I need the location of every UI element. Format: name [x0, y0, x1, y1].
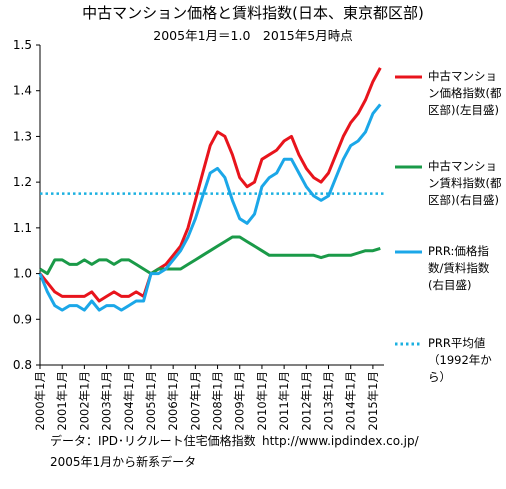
- chart-subtitle: 2005年1月＝1.0 2015年5月時点: [153, 28, 352, 43]
- legend-label: 中古マンション価格指数(都区部)(左目盛): [428, 69, 502, 117]
- x-tick-label: 2011年1月: [277, 371, 291, 431]
- x-tick-label: 2006年1月: [166, 371, 180, 431]
- legend-label: 中古マンション賃料指数(都区部)(右目盛): [428, 159, 502, 207]
- note: http://www.ipdindex.co.jp/: [262, 434, 420, 448]
- note: データ：IPD･リクルート住宅価格指数: [50, 433, 256, 448]
- x-tick-label: 2013年1月: [322, 371, 336, 431]
- y-tick-label: 1.3: [13, 129, 32, 143]
- x-tick-label: 2003年1月: [100, 371, 114, 431]
- y-tick-label: 1.0: [13, 267, 32, 281]
- x-tick-label: 2004年1月: [122, 371, 136, 431]
- legend-label: PRR:価格指数/賃料指数(右目盛): [428, 244, 490, 292]
- x-tick-label: 2007年1月: [188, 371, 202, 431]
- x-tick-label: 2001年1月: [55, 371, 69, 431]
- series-line: [39, 235, 381, 276]
- x-tick-label: 2005年1月: [144, 371, 158, 431]
- x-tick-label: 2009年1月: [233, 371, 247, 431]
- y-tick-label: 1.2: [13, 175, 32, 189]
- x-tick-label: 2010年1月: [255, 371, 269, 431]
- x-tick-label: 2012年1月: [299, 371, 313, 431]
- y-tick-label: 0.9: [13, 312, 32, 326]
- y-tick-label: 1.5: [13, 38, 32, 52]
- series-line: [38, 67, 382, 303]
- x-tick-label: 2015年1月: [366, 371, 380, 431]
- x-tick-label: 2000年1月: [33, 371, 47, 431]
- legend-label: PRR平均値（1992年から）: [428, 336, 492, 384]
- series-line: [38, 103, 382, 312]
- y-tick-label: 1.1: [13, 221, 32, 235]
- x-tick-label: 2014年1月: [344, 371, 358, 431]
- x-tick-label: 2008年1月: [211, 371, 225, 431]
- x-tick-label: 2002年1月: [77, 371, 91, 431]
- note: 2005年1月から新系データ: [50, 454, 196, 469]
- chart-title: 中古マンション価格と賃料指数(日本、東京都区部): [82, 4, 424, 22]
- y-tick-label: 1.4: [13, 84, 32, 98]
- y-tick-label: 0.8: [13, 358, 32, 372]
